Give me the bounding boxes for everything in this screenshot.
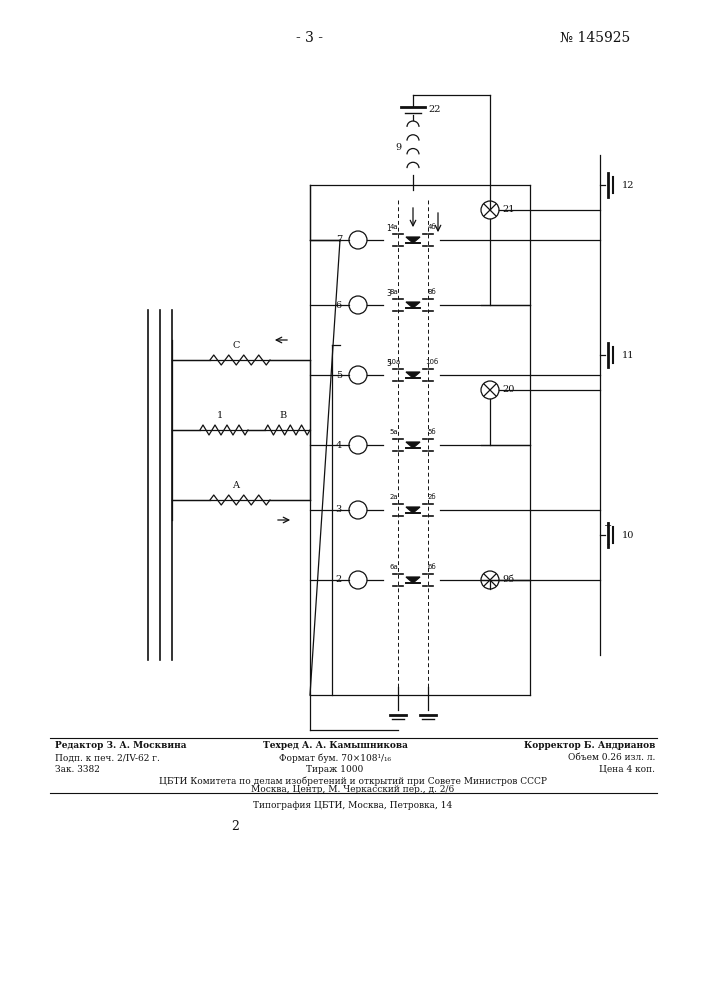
Text: Подп. к печ. 2/IV-62 г.: Подп. к печ. 2/IV-62 г.: [55, 754, 160, 762]
Text: 10б: 10б: [426, 359, 438, 365]
Text: -: -: [607, 540, 609, 550]
Text: 6б: 6б: [428, 564, 436, 570]
Text: 5: 5: [387, 359, 392, 368]
Text: № 145925: № 145925: [560, 31, 630, 45]
Polygon shape: [406, 507, 420, 513]
Text: 10: 10: [622, 530, 634, 540]
Text: 5б: 5б: [428, 429, 436, 435]
Text: 20: 20: [502, 385, 515, 394]
Polygon shape: [406, 302, 420, 308]
Text: B: B: [279, 411, 286, 420]
Text: 2: 2: [336, 576, 342, 584]
Text: 4: 4: [336, 440, 342, 450]
Text: 7: 7: [336, 235, 342, 244]
Text: A: A: [233, 481, 240, 490]
Polygon shape: [406, 372, 420, 378]
Text: 4а: 4а: [390, 224, 398, 230]
Text: 21: 21: [502, 206, 515, 215]
Text: 9: 9: [395, 142, 401, 151]
Text: 12: 12: [622, 180, 634, 190]
Text: 8б: 8б: [428, 289, 436, 295]
Text: 5а: 5а: [390, 429, 398, 435]
Text: Тираж 1000: Тираж 1000: [306, 764, 363, 774]
Text: 8а: 8а: [390, 289, 398, 295]
Polygon shape: [406, 442, 420, 448]
Text: 3: 3: [336, 506, 342, 514]
Polygon shape: [406, 577, 420, 583]
Text: C: C: [233, 341, 240, 350]
Text: 1: 1: [387, 224, 392, 233]
Polygon shape: [406, 237, 420, 243]
Text: Типография ЦБТИ, Москва, Петровка, 14: Типография ЦБТИ, Москва, Петровка, 14: [253, 800, 452, 810]
Text: 2а: 2а: [390, 494, 398, 500]
Text: 11: 11: [622, 351, 634, 360]
Text: Зак. 3382: Зак. 3382: [55, 764, 100, 774]
Text: - 3 -: - 3 -: [296, 31, 324, 45]
Text: 9б: 9б: [502, 576, 514, 584]
Text: 5: 5: [336, 370, 342, 379]
Text: ЦБТИ Комитета по делам изобретений и открытий при Совете Министров СССР: ЦБТИ Комитета по делам изобретений и отк…: [159, 776, 547, 786]
Text: 22: 22: [428, 105, 440, 114]
Text: +: +: [604, 520, 612, 530]
Text: 10а: 10а: [387, 359, 401, 365]
Text: 6а: 6а: [390, 564, 398, 570]
Text: Корректор Б. Андрианов: Корректор Б. Андрианов: [524, 742, 655, 750]
Text: Объем 0.26 изл. л.: Объем 0.26 изл. л.: [568, 754, 655, 762]
Text: 6: 6: [336, 300, 342, 310]
Text: Редактор З. А. Москвина: Редактор З. А. Москвина: [55, 742, 187, 750]
Text: 2: 2: [231, 820, 239, 832]
Text: 1: 1: [217, 411, 223, 420]
Text: Москва, Центр, М. Черкасский пер., д. 2/6: Москва, Центр, М. Черкасский пер., д. 2/…: [252, 786, 455, 794]
Text: 3: 3: [387, 289, 392, 298]
Text: 4б: 4б: [428, 224, 436, 230]
Text: Цена 4 коп.: Цена 4 коп.: [599, 764, 655, 774]
Text: 2б: 2б: [428, 494, 436, 500]
Text: Техред А. А. Камышникова: Техред А. А. Камышникова: [262, 742, 407, 750]
Text: Формат бум. 70×108¹/₁₆: Формат бум. 70×108¹/₁₆: [279, 753, 391, 763]
